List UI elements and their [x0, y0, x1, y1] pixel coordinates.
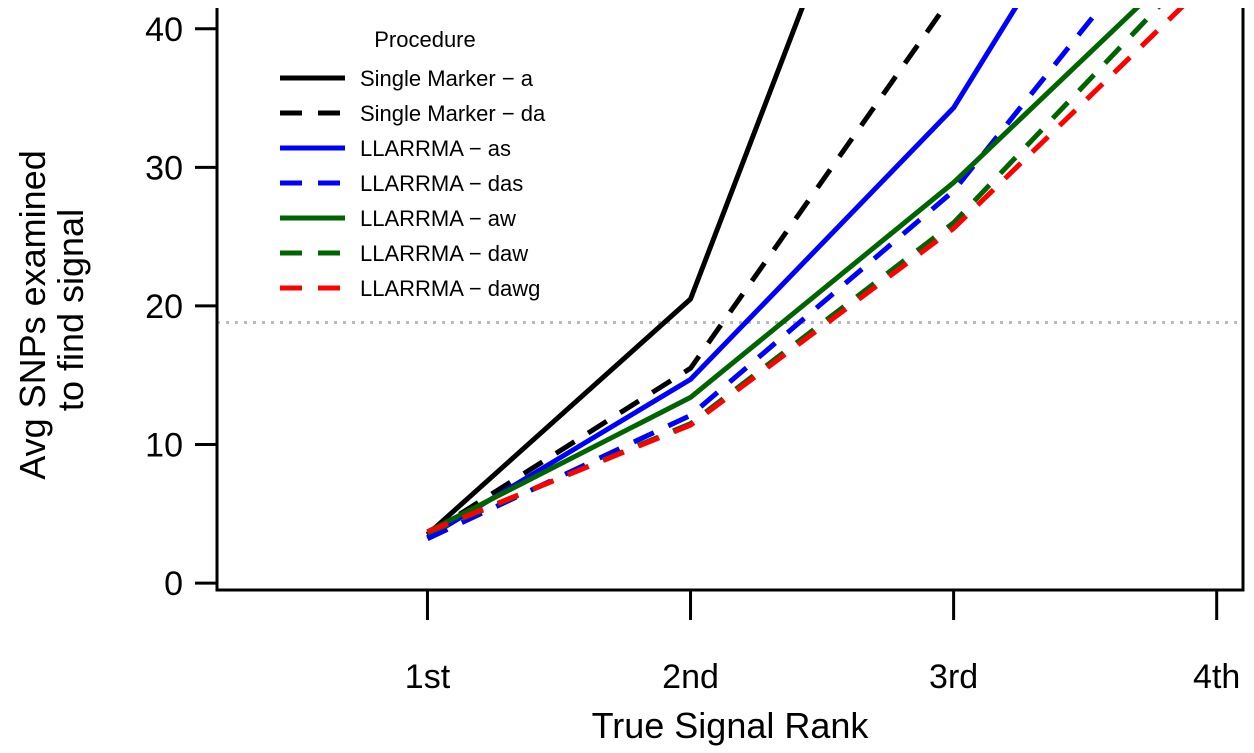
- legend-label: LLARRMA − aw: [360, 206, 516, 231]
- legend-label: Single Marker − a: [360, 66, 534, 91]
- legend: Procedure Single Marker − a Single Marker…: [280, 27, 546, 301]
- series-line-2: [426, 8, 947, 537]
- series-lines: [425, 8, 1185, 541]
- x-tick-label: 2nd: [662, 658, 719, 696]
- series-line-6: [426, 8, 1161, 536]
- y-axis-title: Avg SNPs examined to find signal: [12, 140, 91, 480]
- series-line-1: [425, 8, 805, 537]
- legend-label: LLARRMA − as: [360, 136, 511, 161]
- plot-frame: [215, 8, 1245, 592]
- x-tick-label: 4th: [1193, 658, 1240, 696]
- legend-label: LLARRMA − das: [360, 171, 523, 196]
- legend-title: Procedure: [374, 27, 476, 52]
- y-tick-label: 20: [145, 288, 183, 326]
- legend-label: Single Marker − da: [360, 101, 546, 126]
- x-axis-title: True Signal Rank: [592, 705, 870, 746]
- legend-label: LLARRMA − daw: [360, 241, 528, 266]
- x-tick-label: 3rd: [929, 658, 978, 696]
- y-tick-label: 0: [164, 565, 183, 603]
- series-line-5: [426, 8, 1141, 535]
- legend-label: LLARRMA − dawg: [360, 276, 540, 301]
- y-axis: 0 10 20 30 40: [145, 11, 217, 603]
- y-axis-title-line-1: Avg SNPs examined: [12, 150, 53, 480]
- series-line-7: [426, 8, 1185, 535]
- y-tick-label: 10: [145, 427, 183, 465]
- series-line-3: [426, 8, 1019, 540]
- y-axis-title-line-2: to find signal: [50, 209, 91, 411]
- x-axis: 1st 2nd 3rd 4th: [405, 590, 1240, 696]
- y-tick-label: 30: [145, 149, 183, 187]
- series-line-4: [426, 8, 1104, 541]
- y-tick-label: 40: [145, 11, 183, 49]
- x-tick-label: 1st: [405, 658, 451, 696]
